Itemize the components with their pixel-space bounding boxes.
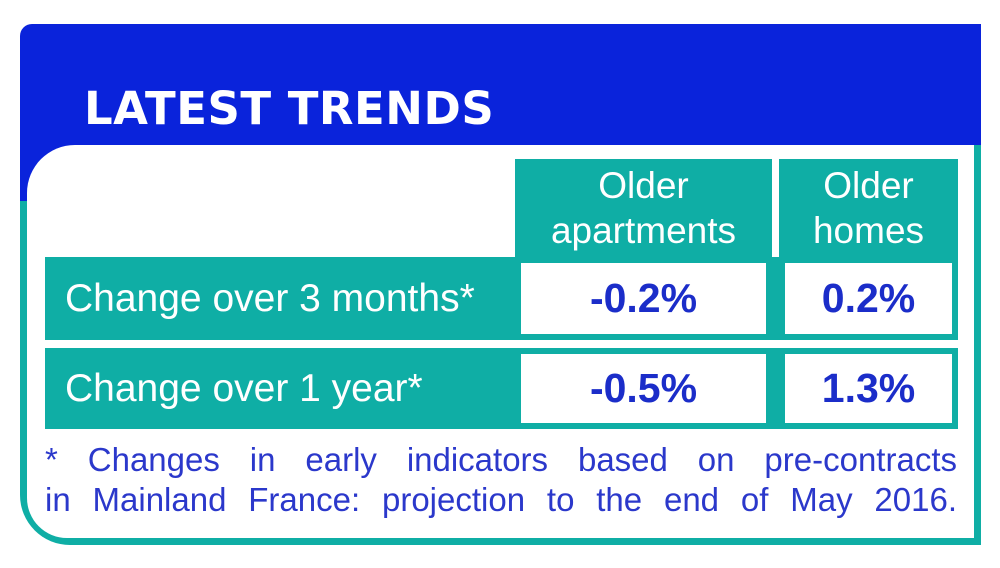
column-header-older-homes: Older homes (779, 159, 958, 257)
footnote: * Changes in early indicators based on p… (45, 440, 957, 520)
footnote-line-2: in Mainland France: projection to the en… (45, 481, 957, 518)
page-title: LATEST TRENDS (84, 82, 495, 135)
column-header-older-apartments: Older apartments (515, 159, 772, 257)
title-band: LATEST TRENDS (20, 24, 981, 145)
value-1-year-older-homes: 1.3% (785, 354, 952, 423)
row-label-change-1-year: Change over 1 year* (45, 348, 515, 429)
value-1-year-older-apartments: -0.5% (521, 354, 766, 423)
value-3-months-older-homes: 0.2% (785, 263, 952, 334)
footnote-line-1: * Changes in early indicators based on p… (45, 441, 957, 478)
table-row-change-3-months: -0.2% 0.2% (515, 257, 958, 340)
row-label-change-3-months: Change over 3 months* (45, 257, 515, 340)
table-row-change-1-year: -0.5% 1.3% (515, 348, 958, 429)
value-3-months-older-apartments: -0.2% (521, 263, 766, 334)
